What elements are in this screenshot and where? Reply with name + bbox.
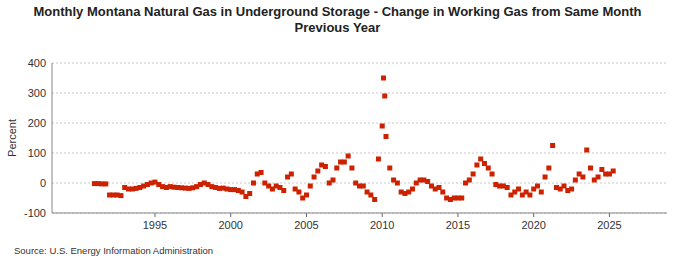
data-points bbox=[92, 76, 616, 203]
y-tick-label: 300 bbox=[28, 87, 46, 99]
data-point bbox=[490, 172, 495, 177]
data-point bbox=[289, 172, 294, 177]
data-point bbox=[312, 175, 317, 180]
data-point bbox=[387, 166, 392, 171]
data-point bbox=[611, 169, 616, 174]
data-point bbox=[474, 163, 479, 168]
data-point bbox=[535, 184, 540, 189]
data-point bbox=[584, 148, 589, 153]
data-point bbox=[543, 175, 548, 180]
data-point bbox=[380, 124, 385, 129]
data-point bbox=[539, 190, 544, 195]
x-tick bbox=[609, 213, 610, 217]
x-tick bbox=[533, 213, 534, 217]
data-point bbox=[376, 157, 381, 162]
data-point bbox=[384, 134, 389, 139]
y-tick-label: 400 bbox=[28, 57, 46, 69]
grid-line bbox=[52, 123, 667, 124]
data-point bbox=[296, 190, 301, 195]
data-point bbox=[516, 187, 521, 192]
grid-line bbox=[52, 183, 667, 184]
data-point bbox=[527, 193, 532, 198]
data-point bbox=[259, 170, 264, 175]
y-tick-label: 0 bbox=[40, 177, 46, 189]
y-axis-line bbox=[52, 63, 53, 213]
data-point bbox=[561, 184, 566, 189]
data-point bbox=[372, 197, 377, 202]
chart-svg: -100 0 100 200 300 400 1995 2000 2005 2010 2015 202… bbox=[0, 0, 675, 275]
x-tick-label: 2020 bbox=[521, 219, 545, 231]
data-point bbox=[425, 179, 430, 184]
x-tick-label: 2005 bbox=[294, 219, 318, 231]
y-tick-label: -100 bbox=[24, 207, 46, 219]
data-point bbox=[580, 175, 585, 180]
data-point bbox=[410, 187, 415, 192]
data-point bbox=[118, 193, 123, 198]
data-point bbox=[588, 166, 593, 171]
x-tick bbox=[155, 213, 156, 217]
data-point bbox=[382, 94, 387, 99]
x-tick bbox=[382, 213, 383, 217]
grid-line bbox=[52, 63, 667, 64]
x-tick-label: 2015 bbox=[446, 219, 470, 231]
grid-line bbox=[52, 153, 667, 154]
data-point bbox=[315, 169, 320, 174]
data-point bbox=[596, 175, 601, 180]
data-point bbox=[395, 181, 400, 186]
data-point bbox=[599, 167, 604, 172]
x-tick-label: 2025 bbox=[597, 219, 621, 231]
data-point bbox=[486, 166, 491, 171]
x-tick-label: 2000 bbox=[219, 219, 243, 231]
x-axis-line bbox=[52, 213, 667, 214]
x-tick-label: 2010 bbox=[370, 219, 394, 231]
data-point bbox=[247, 191, 252, 196]
data-point bbox=[569, 187, 574, 192]
data-point bbox=[251, 181, 256, 186]
data-point bbox=[471, 172, 476, 177]
data-point bbox=[308, 184, 313, 189]
y-axis-label: Percent bbox=[6, 119, 18, 157]
x-tick bbox=[457, 213, 458, 217]
data-point bbox=[334, 166, 339, 171]
data-point bbox=[482, 161, 487, 166]
data-point bbox=[304, 193, 309, 198]
x-tick bbox=[306, 213, 307, 217]
data-point bbox=[368, 193, 373, 198]
x-tick-label: 1995 bbox=[143, 219, 167, 231]
data-point bbox=[440, 190, 445, 195]
data-point bbox=[573, 178, 578, 183]
data-point bbox=[346, 154, 351, 159]
data-point bbox=[281, 188, 286, 193]
data-point bbox=[103, 181, 108, 186]
grid-line bbox=[52, 213, 667, 214]
data-point bbox=[459, 196, 464, 201]
data-point bbox=[505, 185, 510, 190]
data-point bbox=[330, 178, 335, 183]
data-point bbox=[437, 185, 442, 190]
data-point bbox=[550, 143, 555, 148]
y-tick-label: 200 bbox=[28, 117, 46, 129]
source-note: Source: U.S. Energy Information Administ… bbox=[14, 245, 213, 256]
chart-title: Monthly Montana Natural Gas in Undergrou… bbox=[20, 4, 655, 36]
data-point bbox=[240, 190, 245, 195]
x-tick bbox=[230, 213, 231, 217]
data-point bbox=[323, 164, 328, 169]
data-point bbox=[478, 157, 483, 162]
grid-line bbox=[52, 93, 667, 94]
y-tick-label: 100 bbox=[28, 147, 46, 159]
data-point bbox=[361, 184, 366, 189]
data-point bbox=[349, 166, 354, 171]
data-point bbox=[467, 178, 472, 183]
data-point bbox=[381, 76, 386, 81]
data-point bbox=[546, 166, 551, 171]
data-point bbox=[342, 160, 347, 165]
